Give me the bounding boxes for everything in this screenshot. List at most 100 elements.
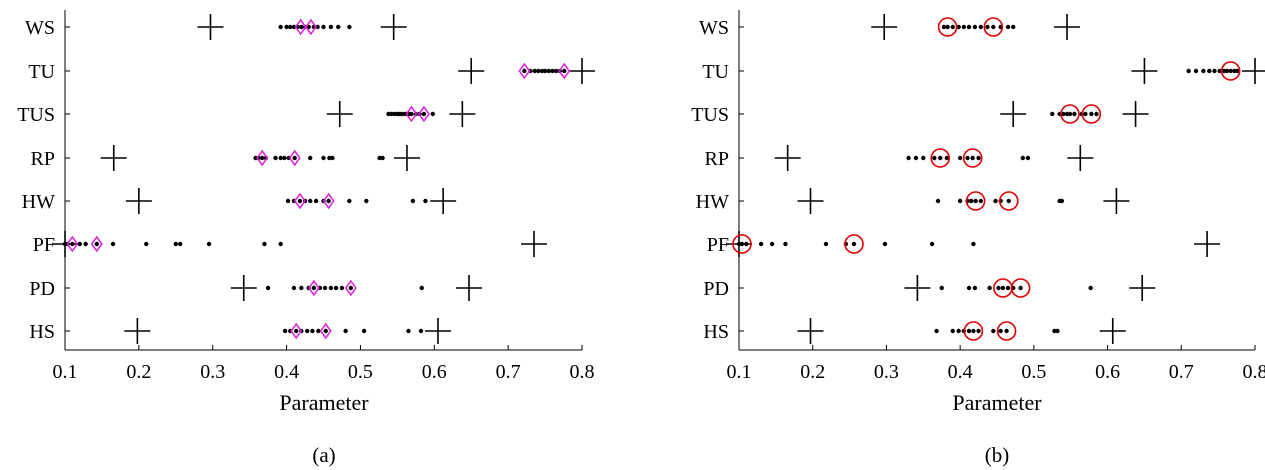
data-point [313,198,319,204]
data-point [1235,68,1240,74]
highlight-circle-marker [937,17,958,37]
data-point [323,328,328,334]
bound-plus-marker [458,58,485,84]
data-point [1072,111,1077,117]
bound-plus-marker [1122,101,1149,127]
data-point [306,24,311,30]
data-point [178,241,183,247]
data-point [406,328,411,334]
data-point [744,241,749,247]
y-tick-label: WS [25,17,55,39]
data-point [311,285,317,291]
y-tick-label: WS [699,17,729,39]
y-tick-label: TUS [17,104,55,126]
data-point [361,328,367,334]
data-point [348,285,354,291]
highlight-circle-marker [1081,104,1102,124]
data-point [934,328,939,334]
x-tick-label: 0.7 [496,361,521,383]
bound-plus-marker [197,14,224,40]
x-tick-label: 0.1 [727,361,752,383]
data-point [1224,68,1230,74]
data-point [562,68,567,74]
data-point [1018,285,1023,291]
highlight-circle-marker [983,17,1004,37]
data-point [996,285,1001,291]
data-point [259,155,265,161]
data-point [308,198,313,204]
data-point [965,155,970,161]
data-point [299,285,304,291]
highlight-diamond-marker [66,235,79,253]
data-point [1000,285,1006,291]
data-point [956,24,961,30]
data-point [970,155,975,161]
data-point [1217,68,1222,74]
data-point [1193,68,1199,74]
data-point [1059,198,1065,204]
bound-plus-marker [1054,14,1081,40]
data-point [284,24,289,30]
data-point [1061,111,1066,117]
x-tick-label: 0.4 [948,361,973,383]
data-point [321,24,326,30]
data-point [536,68,541,74]
data-point [945,24,950,30]
data-point [273,155,278,161]
y-tick-label: PF [707,234,729,256]
highlight-circle-marker [962,148,983,168]
x-axis-label: Parameter [279,390,369,415]
data-point [308,155,313,161]
highlight-diamond-marker [290,322,303,340]
data-point [921,155,926,161]
bound-plus-marker [100,145,127,171]
data-point [966,24,972,30]
chart-panel-b: 0.1 0.2 0.3 0.4 0.5 0.6 0.7 0.8 Parameter (b) WS TU… [691,10,1265,467]
data-point [944,155,950,161]
data-point [410,198,416,204]
data-point [998,328,1003,334]
data-point [278,241,283,247]
highlight-diamond-marker [344,279,357,297]
y-tick-label: HW [22,191,55,213]
data-point [941,24,947,30]
bound-plus-marker [1131,58,1158,84]
bound-plus-marker [1103,188,1130,214]
highlight-circle-marker [930,148,951,168]
data-point [950,24,955,30]
data-point [758,241,764,247]
data-point [1089,111,1094,117]
data-point [935,198,941,204]
bound-plus-marker [797,318,824,344]
highlight-circle-marker [1060,104,1080,124]
y-tick-label: RP [705,148,729,170]
y-tick-label: PF [33,234,55,256]
data-point [419,285,424,291]
highlight-diamond-marker [307,279,320,297]
data-point [1212,68,1217,74]
highlight-diamond-marker [256,149,269,167]
bound-plus-marker [1194,231,1221,257]
data-point [1067,111,1073,117]
y-tick-label: TU [702,61,729,83]
data-point [882,241,888,247]
y-tick-label: PD [703,278,729,300]
x-tick-label: 0.5 [348,361,373,383]
data-point [1228,68,1233,74]
data-point [851,241,857,247]
x-axis-label: Parameter [952,390,1042,415]
highlight-diamond-marker [294,18,307,36]
data-point [966,328,972,334]
data-point [991,24,996,30]
data-point [938,155,943,161]
data-point [769,241,775,247]
highlight-diamond-marker [322,192,335,210]
y-tick-label: TUS [691,104,729,126]
data-point [297,198,303,204]
data-point [1006,198,1011,204]
data-point [328,24,334,30]
data-point [929,241,935,247]
x-tick-label: 0.6 [422,361,447,383]
data-point [291,285,297,291]
